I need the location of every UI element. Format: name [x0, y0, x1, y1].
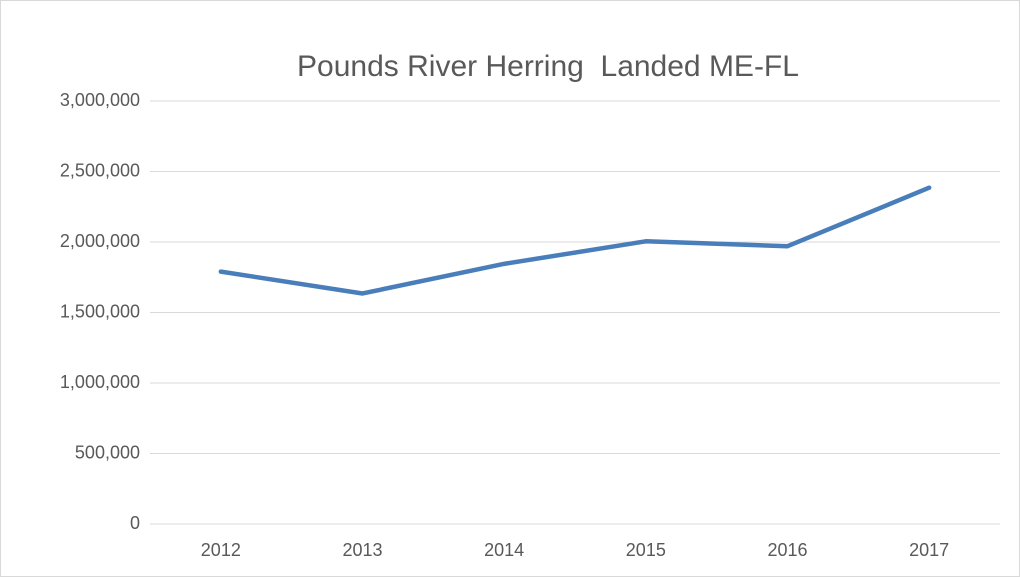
chart-title: Pounds River Herring Landed ME-FL — [297, 50, 799, 83]
y-tick-label: 3,000,000 — [60, 90, 140, 110]
x-tick-label: 2016 — [767, 540, 807, 560]
x-tick-label: 2012 — [201, 540, 241, 560]
y-tick-label: 2,000,000 — [60, 231, 140, 251]
x-tick-label: 2017 — [909, 540, 949, 560]
y-tick-label: 1,500,000 — [60, 301, 140, 321]
x-tick-label: 2013 — [342, 540, 382, 560]
x-tick-label: 2015 — [626, 540, 666, 560]
y-tick-label: 0 — [130, 513, 140, 533]
line-series — [218, 185, 932, 296]
y-tick-label: 500,000 — [75, 442, 140, 462]
x-tick-label: 2014 — [484, 540, 524, 560]
y-tick-label: 2,500,000 — [60, 160, 140, 180]
y-tick-label: 1,000,000 — [60, 372, 140, 392]
